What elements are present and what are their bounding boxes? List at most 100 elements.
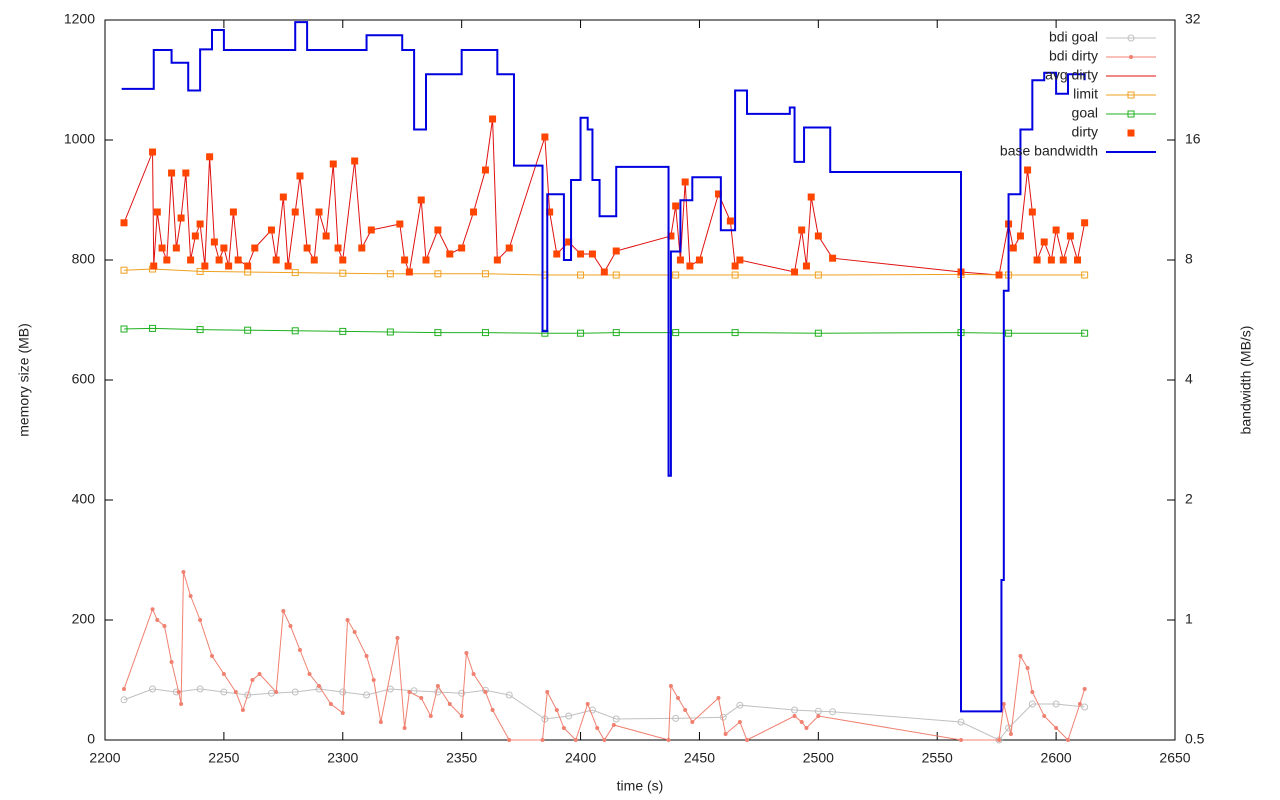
point (191, 232, 199, 240)
point (339, 256, 347, 264)
point (296, 172, 304, 180)
point (322, 232, 330, 240)
y2-tick-label: 32 (1185, 11, 1201, 27)
point (714, 190, 722, 198)
point (250, 678, 255, 682)
point (364, 654, 369, 658)
point (181, 570, 186, 574)
point (395, 636, 400, 640)
y2-tick-label: 0.5 (1185, 731, 1205, 747)
point (731, 262, 739, 270)
point (284, 262, 292, 270)
x-tick-label: 2250 (208, 750, 239, 766)
point (434, 270, 442, 278)
point (471, 672, 476, 676)
point (995, 271, 1003, 279)
y2-tick-label: 16 (1185, 131, 1201, 147)
point (267, 689, 275, 697)
series-line (123, 688, 1085, 741)
point (1009, 244, 1017, 252)
point (816, 714, 821, 718)
x-tick-label: 2350 (446, 750, 477, 766)
point (1052, 226, 1060, 234)
point (672, 271, 680, 279)
point (215, 256, 223, 264)
point (329, 160, 337, 168)
point (447, 702, 452, 706)
point (177, 214, 185, 222)
point (481, 270, 489, 278)
point (791, 268, 799, 276)
point (196, 685, 204, 693)
point (481, 329, 489, 337)
point (577, 250, 585, 258)
legend-marker (1127, 129, 1135, 137)
point (303, 244, 311, 252)
point (162, 624, 167, 628)
series-line (121, 21, 1086, 713)
legend-label: dirty (1072, 124, 1098, 140)
point (169, 660, 174, 664)
point (210, 238, 218, 246)
point (272, 256, 280, 264)
point (672, 714, 680, 722)
point (291, 688, 299, 696)
point (176, 690, 181, 694)
point (1028, 700, 1036, 708)
y-tick-label: 400 (72, 491, 96, 507)
point (814, 271, 822, 279)
point (612, 271, 620, 279)
point (120, 266, 128, 274)
point (410, 687, 418, 695)
point (481, 166, 489, 174)
y-tick-label: 800 (72, 251, 96, 267)
x-tick-label: 2500 (803, 750, 834, 766)
point (695, 256, 703, 264)
point (229, 208, 237, 216)
point (723, 732, 728, 736)
point (150, 262, 158, 270)
point (541, 133, 549, 141)
point (612, 715, 620, 723)
point (405, 268, 413, 276)
point (251, 244, 259, 252)
point (179, 702, 184, 706)
point (1042, 714, 1047, 718)
point (483, 690, 488, 694)
point (279, 193, 287, 201)
point (363, 691, 371, 699)
point (339, 688, 347, 696)
point (446, 250, 454, 258)
point (792, 714, 797, 718)
point (546, 208, 554, 216)
point (386, 328, 394, 336)
point (1016, 232, 1024, 240)
x-tick-label: 2650 (1159, 750, 1190, 766)
point (798, 226, 806, 234)
point (315, 208, 323, 216)
series-line (123, 571, 1086, 741)
point (220, 244, 228, 252)
point (726, 217, 734, 225)
plot-frame (104, 19, 1176, 741)
point (291, 327, 299, 335)
point (814, 232, 822, 240)
point (196, 267, 204, 275)
point (573, 738, 578, 742)
point (120, 696, 128, 704)
point (233, 690, 238, 694)
point (120, 219, 128, 227)
point (198, 618, 203, 622)
point (507, 738, 512, 742)
point (386, 270, 394, 278)
point (612, 329, 620, 337)
point (317, 684, 321, 688)
point (490, 708, 495, 712)
point (434, 226, 442, 234)
point (458, 689, 466, 697)
legend-label: bdi goal (1049, 29, 1098, 45)
point (1081, 329, 1089, 337)
point (731, 271, 739, 279)
point (1081, 219, 1089, 227)
